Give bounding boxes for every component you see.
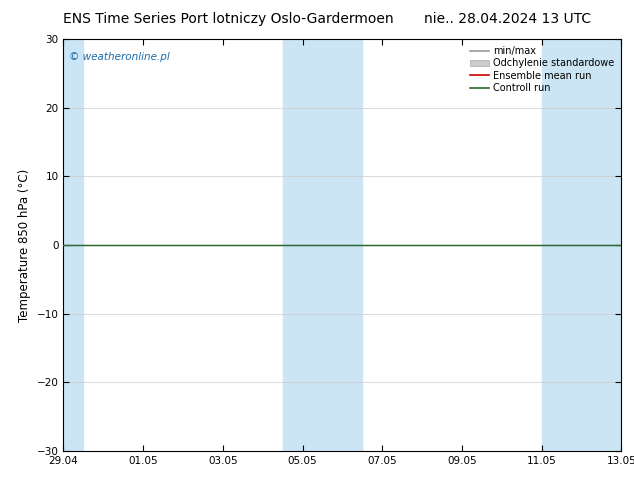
Bar <box>44 39 83 451</box>
Text: nie.. 28.04.2024 13 UTC: nie.. 28.04.2024 13 UTC <box>424 12 591 26</box>
Bar <box>541 39 634 451</box>
Legend: min/max, Odchylenie standardowe, Ensemble mean run, Controll run: min/max, Odchylenie standardowe, Ensembl… <box>468 44 616 95</box>
Y-axis label: Temperature 850 hPa (°C): Temperature 850 hPa (°C) <box>18 169 31 321</box>
Text: © weatheronline.pl: © weatheronline.pl <box>69 51 170 62</box>
Text: ENS Time Series Port lotniczy Oslo-Gardermoen: ENS Time Series Port lotniczy Oslo-Garde… <box>63 12 394 26</box>
Bar <box>283 39 362 451</box>
